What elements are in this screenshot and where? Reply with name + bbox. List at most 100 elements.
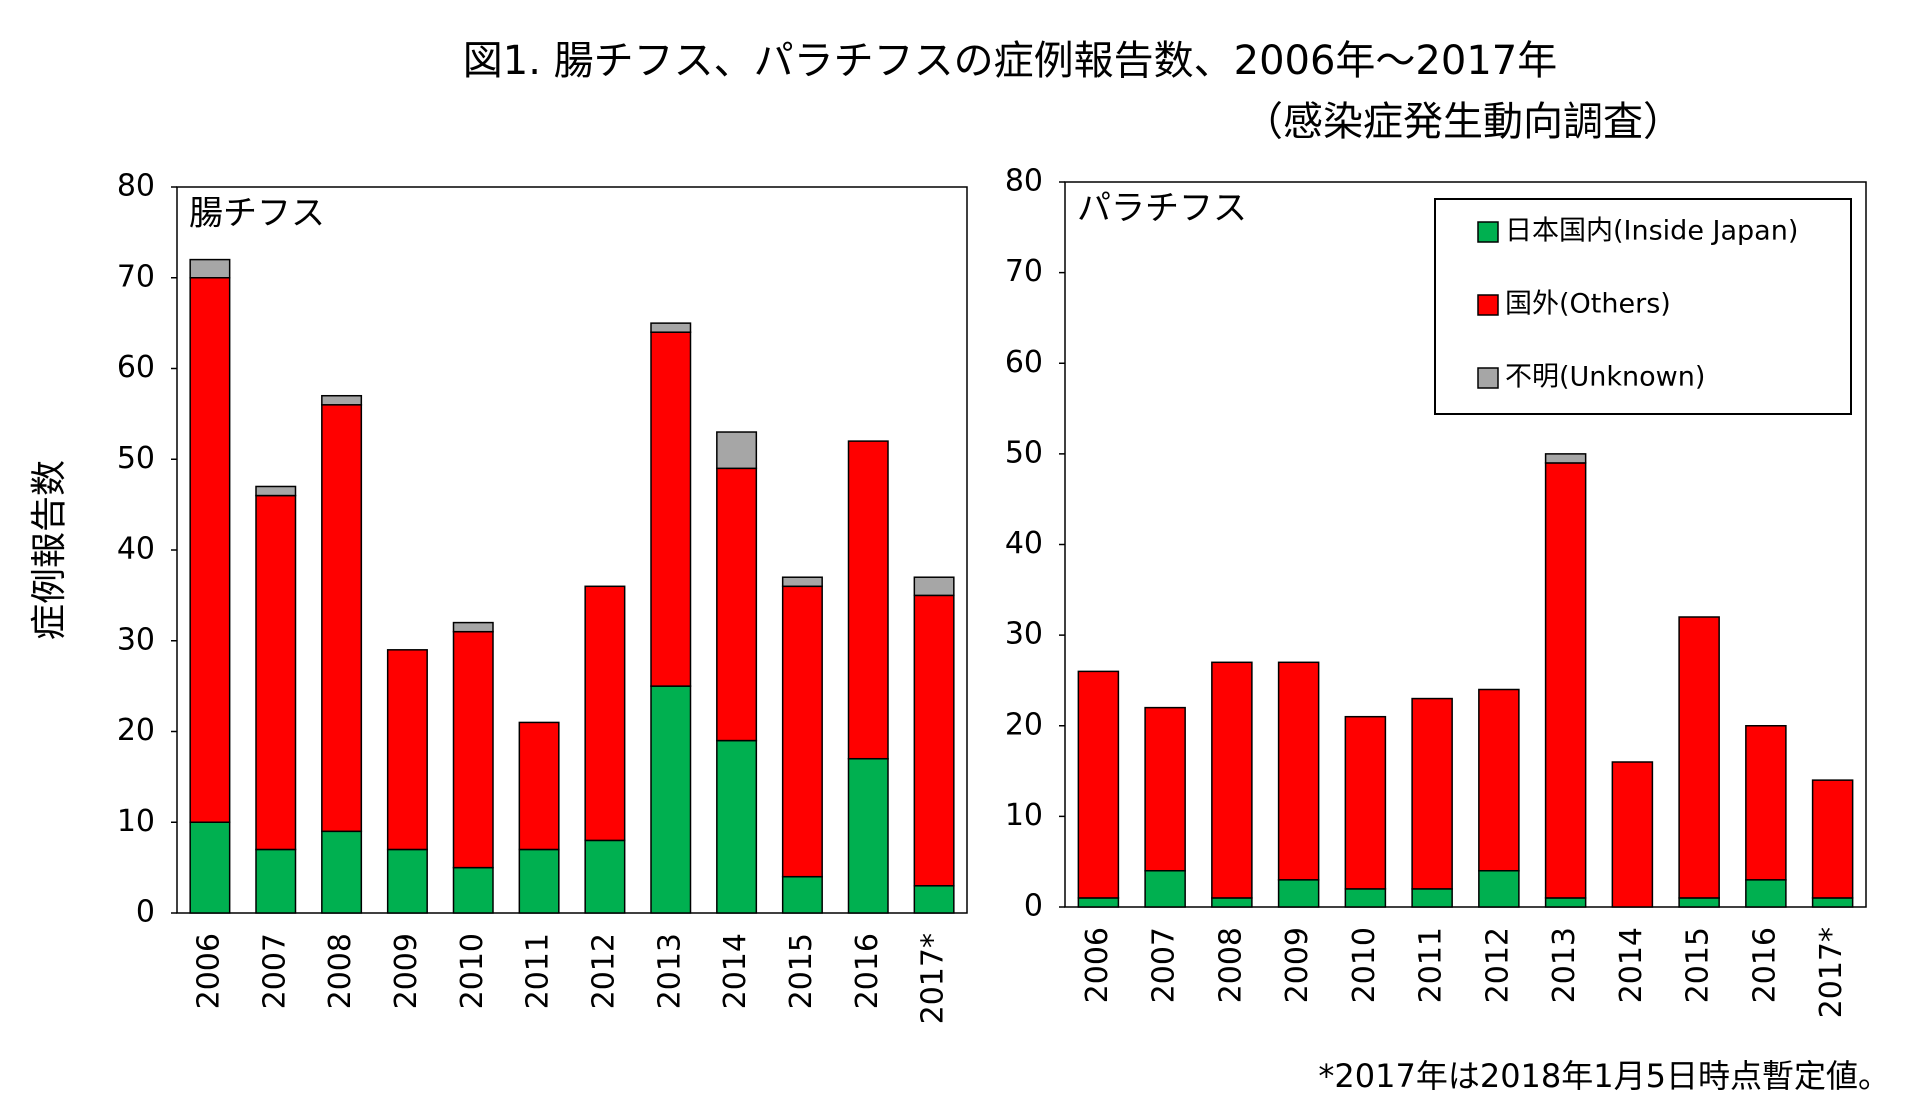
bar-segment [1678, 897, 1720, 908]
legend-swatch [1477, 294, 1499, 316]
bar-segment [781, 585, 823, 878]
legend-swatch [1477, 221, 1499, 243]
bar-segment [1544, 897, 1587, 908]
bar-segment [1478, 688, 1520, 872]
y-tick-label: 60 [117, 350, 155, 385]
bar-segment [650, 322, 692, 333]
x-tick-label: 2007 [257, 933, 292, 1009]
bar-segment [1811, 897, 1854, 908]
x-tick-label: 2017* [1814, 927, 1849, 1018]
bar-segment [584, 839, 626, 914]
x-tick-label: 2006 [1080, 927, 1115, 1003]
bar-segment [321, 404, 363, 833]
bar-segment [255, 485, 297, 497]
x-tick-label: 2008 [1213, 927, 1248, 1003]
x-tick-label: 2014 [1614, 927, 1649, 1003]
legend-swatch [1477, 367, 1499, 389]
footnote: *2017年は2018年1月5日時点暫定値。 [1318, 1057, 1890, 1095]
chart-title: パラチフス [1077, 189, 1247, 229]
y-axis-label: 症例報告数 [29, 460, 70, 640]
x-tick-label: 2010 [1347, 927, 1382, 1003]
x-tick-label: 2009 [1280, 927, 1315, 1003]
x-tick-label: 2013 [652, 933, 687, 1009]
bar-segment [452, 621, 494, 633]
x-tick-label: 2009 [389, 933, 424, 1009]
legend-box [1434, 198, 1852, 415]
bar-segment [189, 258, 231, 279]
chart-title: 腸チフス [189, 194, 325, 234]
bar-segment [1144, 706, 1186, 872]
bar-segment [1745, 879, 1787, 908]
y-tick-label: 80 [117, 169, 155, 204]
bar-segment [716, 431, 758, 470]
bar-segment [1544, 462, 1587, 899]
x-tick-label: 2016 [1747, 927, 1782, 1003]
bar-segment [1411, 697, 1453, 890]
bar-segment [781, 576, 823, 588]
bar-segment [518, 721, 560, 851]
x-tick-label: 2010 [455, 933, 490, 1009]
bar-segment [1344, 715, 1387, 890]
y-tick-label: 20 [117, 713, 155, 748]
x-tick-label: 2013 [1547, 927, 1582, 1003]
bar-segment [913, 594, 955, 887]
legend-label: 日本国内(Inside Japan) [1505, 216, 1798, 247]
bar-segment [913, 885, 955, 914]
y-tick-label: 80 [1005, 164, 1043, 199]
bar-segment [452, 630, 494, 869]
bar-segment [452, 866, 494, 914]
x-tick-label: 2015 [1681, 927, 1716, 1003]
subtitle: （感染症発生動向調査） [1243, 99, 1683, 145]
bar-segment [847, 440, 889, 760]
x-tick-label: 2011 [521, 933, 556, 1009]
bar-segment [650, 331, 692, 687]
legend-label: 国外(Others) [1505, 289, 1671, 320]
bar-segment [1678, 616, 1720, 899]
y-tick-label: 50 [117, 441, 155, 476]
x-tick-label: 2012 [586, 933, 621, 1009]
x-tick-label: 2012 [1480, 927, 1515, 1003]
y-tick-label: 40 [117, 532, 155, 567]
bar-segment [1344, 888, 1387, 908]
y-tick-label: 70 [1005, 254, 1043, 289]
bar-segment [1277, 879, 1320, 908]
bar-segment [518, 848, 560, 914]
y-tick-label: 70 [117, 259, 155, 294]
bar-segment [781, 875, 823, 914]
bar-segment [847, 757, 889, 914]
bar-segment [386, 848, 428, 914]
bar-segment [386, 649, 428, 851]
x-tick-label: 2014 [718, 933, 753, 1009]
bar-segment [716, 739, 758, 914]
bar-segment [1277, 661, 1320, 881]
bar-segment [321, 830, 363, 914]
bar-segment [1144, 870, 1186, 908]
y-tick-label: 30 [117, 622, 155, 657]
x-tick-label: 2016 [850, 933, 885, 1009]
bar-segment [255, 494, 297, 851]
bar-segment [913, 576, 955, 597]
y-tick-label: 40 [1005, 526, 1043, 561]
bar-segment [255, 848, 297, 914]
y-tick-label: 30 [1005, 617, 1043, 652]
bar-segment [1077, 897, 1120, 908]
bar-segment [189, 821, 231, 914]
bar-segment [1745, 725, 1787, 881]
bar-segment [1211, 661, 1253, 899]
bar-segment [650, 685, 692, 914]
x-tick-label: 2015 [784, 933, 819, 1009]
x-tick-label: 2008 [323, 933, 358, 1009]
y-tick-label: 60 [1005, 345, 1043, 380]
y-tick-label: 10 [117, 804, 155, 839]
bar-segment [1478, 870, 1520, 908]
bar-segment [321, 394, 363, 406]
x-tick-label: 2007 [1147, 927, 1182, 1003]
y-tick-label: 20 [1005, 707, 1043, 742]
title: 図1. 腸チフス、パラチフスの症例報告数、2006年～2017年 [463, 38, 1557, 84]
x-tick-label: 2011 [1414, 927, 1449, 1003]
bar-segment [1411, 888, 1453, 908]
bar-segment [189, 277, 231, 823]
bar-segment [1077, 670, 1120, 899]
y-tick-label: 0 [1024, 889, 1043, 924]
